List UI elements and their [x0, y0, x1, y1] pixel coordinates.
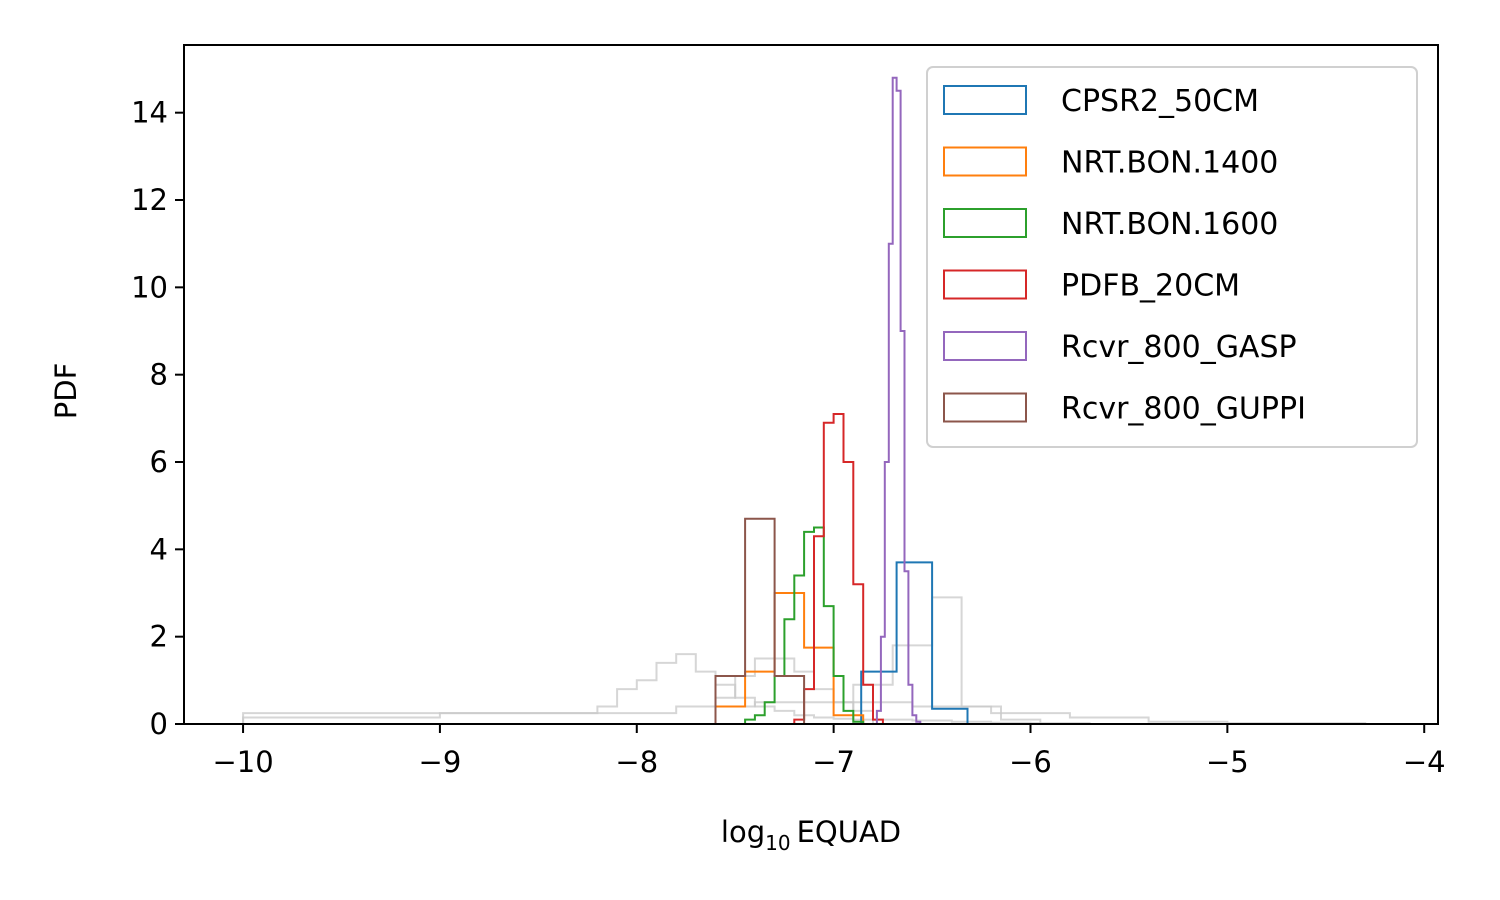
background-histogram-3 [852, 596, 1042, 724]
x-axis-label-rest: EQUAD [797, 815, 902, 849]
y-tick-label: 0 [150, 707, 168, 741]
legend-swatch [943, 85, 1027, 115]
legend-swatch [943, 331, 1027, 361]
histogram-cpsr2-50cm [860, 561, 1003, 725]
background-series-group [242, 596, 1367, 725]
y-axis: 0 2 4 6 8 10 12 14 [131, 96, 184, 741]
histogram-nrt-bon-1400 [714, 592, 865, 724]
legend-swatch [943, 269, 1027, 300]
legend-label: NRT.BON.1600 [1061, 207, 1278, 242]
x-tick-label: −10 [212, 745, 273, 779]
y-tick-label: 12 [131, 183, 168, 217]
histogram-nrt-bon-1600 [744, 526, 865, 724]
x-axis-label-subscript: 10 [765, 831, 790, 855]
y-tick-label: 6 [150, 445, 168, 479]
y-tick-label: 4 [150, 532, 168, 566]
x-tick-label: −8 [615, 745, 658, 779]
series-group [714, 76, 1003, 725]
legend-label: NRT.BON.1400 [1061, 146, 1278, 181]
y-tick-label: 2 [150, 620, 168, 654]
x-tick-label: −5 [1206, 745, 1249, 779]
legend-frame [926, 66, 1418, 448]
legend-swatch [943, 146, 1027, 177]
histogram-rcvr-800-gasp [875, 76, 922, 724]
background-histogram-4 [242, 701, 1367, 725]
plot-frame [183, 44, 1439, 725]
x-axis-label-main: log [721, 815, 765, 849]
legend: CPSR2_50CM NRT.BON.1400 NRT.BON.1600 PDFB_2… [926, 66, 1418, 448]
legend-label: Rcvr_800_GUPPI [1061, 392, 1306, 427]
legend-swatch [943, 392, 1027, 423]
legend-label: Rcvr_800_GASP [1061, 330, 1297, 365]
histogram-rcvr-800-guppi [714, 517, 806, 724]
histogram-pdfb-20cm [793, 413, 884, 724]
legend-label: CPSR2_50CM [1061, 84, 1259, 119]
x-axis: −10 −9 −8 −7 −6 −5 −4 [212, 724, 1446, 779]
y-axis-label: PDF [49, 363, 83, 420]
y-tick-label: 8 [150, 358, 168, 392]
legend-swatch [943, 208, 1027, 238]
legend-label: PDFB_20CM [1061, 269, 1240, 304]
x-tick-label: −9 [419, 745, 462, 779]
y-tick-label: 10 [131, 270, 168, 304]
y-tick-label: 14 [131, 96, 168, 130]
x-tick-label: −6 [1009, 745, 1052, 779]
x-axis-label: log10 EQUAD [721, 815, 901, 855]
x-tick-label: −4 [1403, 745, 1446, 779]
x-tick-label: −7 [812, 745, 855, 779]
